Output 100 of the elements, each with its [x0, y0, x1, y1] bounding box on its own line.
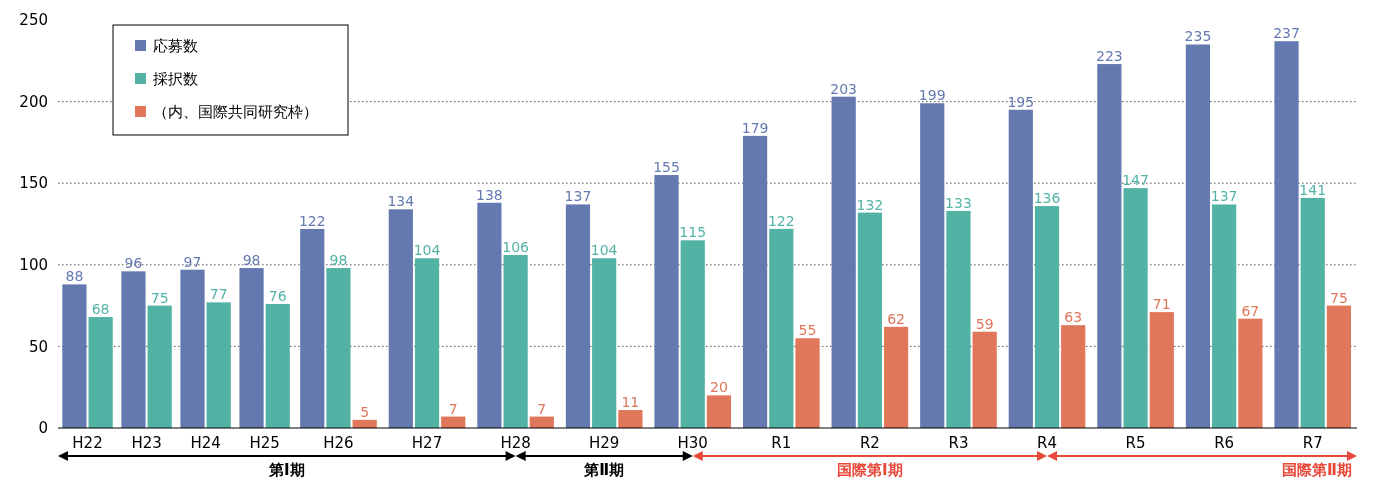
bar	[1238, 318, 1263, 428]
bar	[326, 268, 351, 428]
data-label: 62	[887, 310, 905, 327]
bar	[1061, 325, 1086, 428]
x-tick-label: R4	[1037, 434, 1057, 452]
bar	[972, 331, 997, 428]
bar	[592, 258, 617, 428]
x-tick-label: H26	[323, 434, 354, 452]
data-label: 138	[476, 186, 503, 203]
bar	[1185, 44, 1211, 428]
data-label: 68	[91, 301, 110, 318]
bar	[706, 395, 732, 428]
data-label: 137	[1210, 188, 1238, 205]
x-tick-label: H22	[72, 434, 103, 452]
bar	[1300, 197, 1325, 428]
bar	[1123, 188, 1148, 428]
data-label: 7	[448, 400, 458, 417]
x-tick-label: H23	[131, 434, 162, 452]
y-tick-label: 0	[38, 419, 48, 438]
data-label: 71	[1152, 296, 1171, 313]
bar	[1097, 64, 1122, 428]
data-label: 235	[1184, 28, 1212, 45]
bar	[618, 410, 643, 428]
x-tick-label: R6	[1214, 434, 1235, 452]
data-label: 76	[268, 287, 287, 304]
data-label: 155	[653, 159, 680, 176]
bar	[1212, 204, 1237, 428]
y-tick-label: 200	[19, 92, 48, 111]
bar	[414, 258, 440, 428]
data-label: 179	[741, 119, 769, 136]
bar	[503, 255, 528, 428]
legend-label: 採択数	[153, 70, 198, 89]
data-label: 132	[856, 196, 884, 213]
data-label: 104	[413, 242, 441, 259]
y-tick-label: 50	[28, 337, 48, 356]
data-label: 98	[242, 252, 261, 269]
bar	[388, 209, 413, 428]
data-label: 133	[945, 194, 972, 211]
x-tick-label: H25	[249, 434, 280, 452]
data-label: 147	[1122, 172, 1149, 189]
bar	[654, 175, 679, 428]
bar	[742, 135, 768, 428]
y-tick-label: 150	[19, 174, 48, 193]
data-label: 106	[502, 239, 530, 256]
x-tick-label: H30	[677, 434, 708, 452]
data-label: 7	[537, 400, 547, 417]
data-label: 11	[621, 394, 640, 411]
data-label: 88	[65, 268, 84, 285]
data-label: 137	[564, 188, 592, 205]
data-label: 59	[975, 315, 994, 332]
data-label: 97	[183, 253, 202, 270]
data-label: 195	[1007, 93, 1035, 110]
bar	[1326, 305, 1352, 428]
data-label: 199	[918, 87, 946, 104]
y-tick-label: 250	[19, 11, 48, 30]
text: 第Ⅱ期	[583, 461, 625, 479]
data-label: 98	[329, 252, 348, 269]
data-label: 67	[1241, 302, 1260, 319]
data-label: 134	[387, 193, 415, 210]
bar	[946, 210, 971, 428]
x-tick-label: H24	[190, 434, 221, 452]
data-label: 77	[209, 286, 228, 303]
x-tick-label: R5	[1125, 434, 1146, 452]
bar	[1274, 41, 1299, 428]
text: 第Ⅰ期	[268, 461, 305, 479]
data-label: 203	[830, 80, 858, 97]
data-label: 75	[1330, 289, 1348, 306]
y-tick-label: 100	[19, 256, 48, 275]
bar	[769, 228, 794, 428]
bar	[300, 228, 325, 428]
bar	[1008, 109, 1033, 428]
data-label: 20	[710, 379, 728, 396]
data-label: 5	[360, 403, 370, 420]
data-label: 96	[124, 255, 143, 272]
data-label: 115	[679, 224, 707, 241]
bar	[1149, 312, 1174, 428]
bar	[1034, 206, 1060, 428]
data-label: 75	[150, 289, 169, 306]
data-label: 141	[1299, 181, 1327, 198]
data-label: 237	[1273, 25, 1300, 42]
text: 国際第Ⅰ期	[837, 461, 903, 479]
bar	[795, 338, 820, 428]
bar	[831, 96, 856, 428]
data-label: 136	[1033, 190, 1061, 207]
data-label: 122	[767, 212, 795, 229]
data-label: 122	[298, 212, 326, 229]
bar	[565, 204, 591, 428]
x-tick-label: R2	[859, 434, 880, 452]
bar	[883, 326, 909, 428]
legend-label: 応募数	[153, 37, 198, 56]
legend-label: （内、国際共同研究枠）	[153, 103, 318, 122]
x-tick-label: R7	[1302, 434, 1323, 452]
bar	[920, 103, 945, 428]
bar	[680, 240, 705, 428]
bar	[857, 212, 882, 428]
data-label: 63	[1064, 309, 1083, 326]
x-tick-label: H28	[500, 434, 531, 452]
bar	[477, 202, 502, 428]
data-label: 223	[1096, 48, 1123, 65]
text: 国際第Ⅱ期	[1282, 461, 1352, 479]
